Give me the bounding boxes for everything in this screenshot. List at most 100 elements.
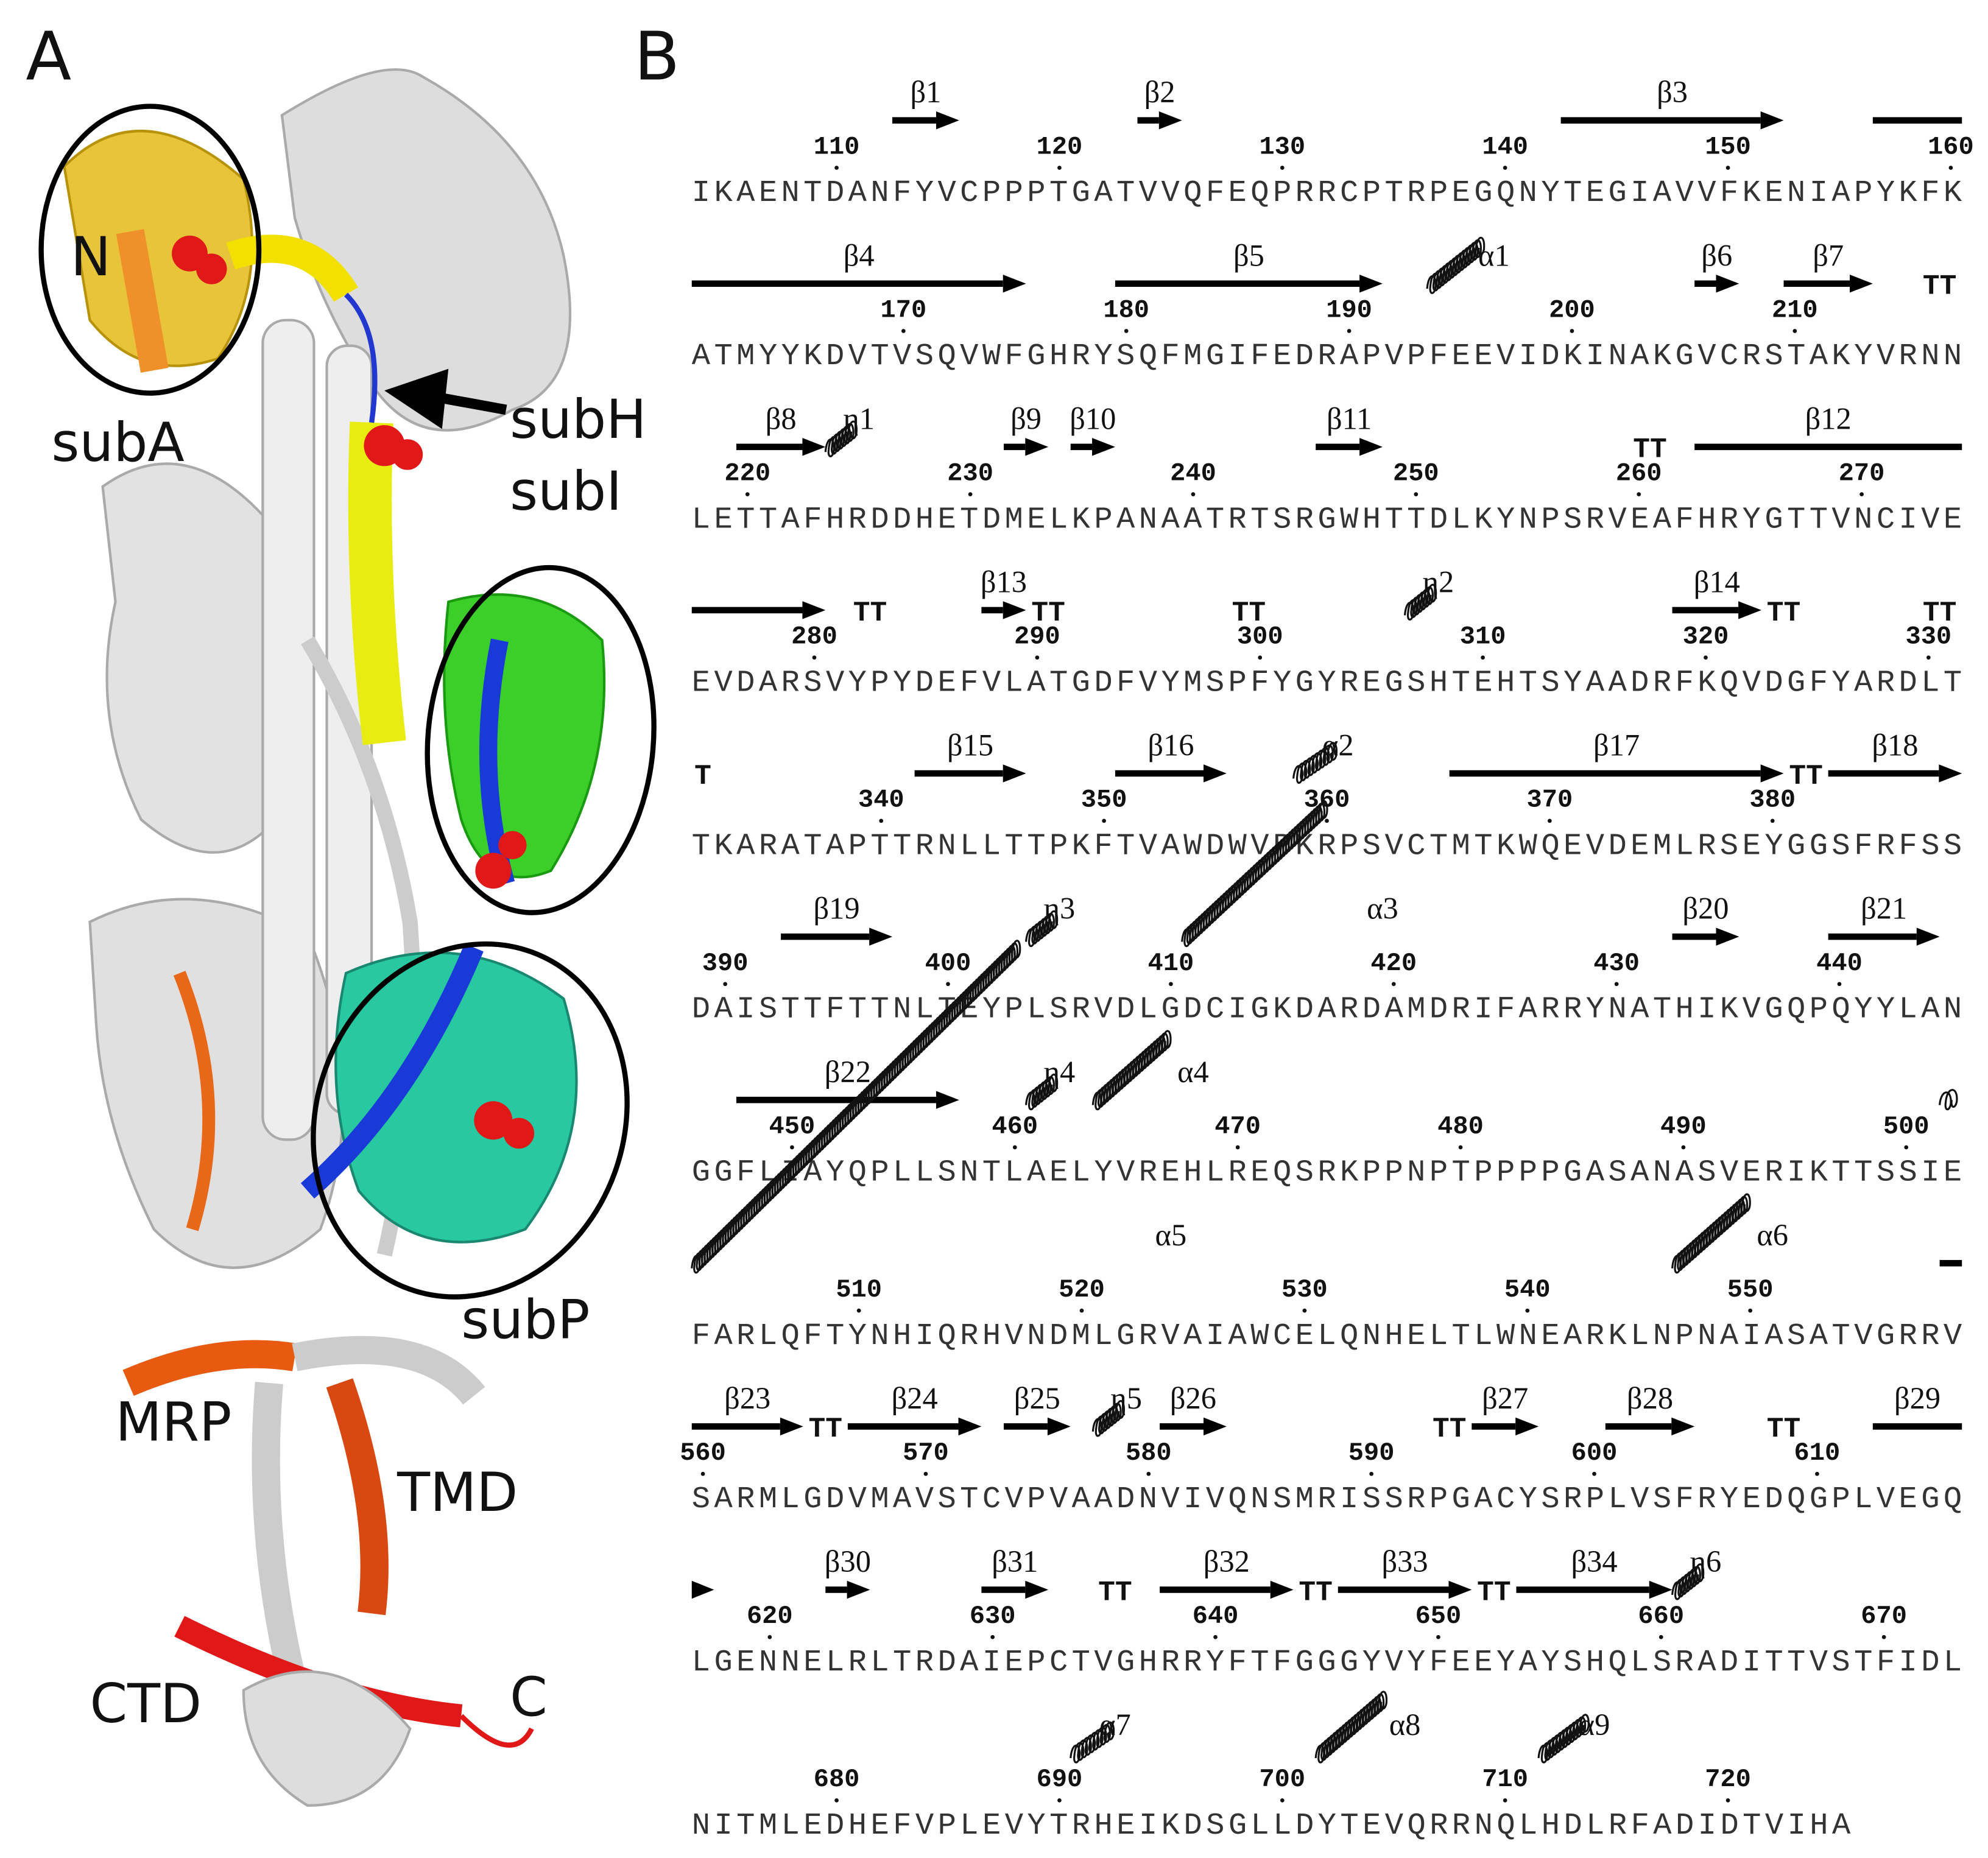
residue-number: 280: [791, 622, 837, 652]
tick-dot: [856, 1308, 861, 1313]
strand: [1672, 607, 1739, 614]
strand-head: [1671, 1417, 1695, 1436]
tick-dot: [1369, 1471, 1374, 1476]
element-label: β16: [1147, 728, 1194, 762]
tick-dot: [1012, 1145, 1017, 1150]
tick-dot: [1235, 1145, 1240, 1150]
element-label: β10: [1070, 401, 1116, 435]
tick-dot: [767, 1635, 772, 1639]
element-label: β27: [1482, 1381, 1528, 1415]
element-label: α8: [1389, 1708, 1421, 1742]
element-label: β22: [825, 1055, 871, 1089]
strand-head: [1448, 1580, 1472, 1599]
element-label: β5: [1233, 238, 1264, 272]
element-label: β6: [1701, 238, 1732, 272]
tick-dot: [901, 329, 906, 333]
residue-number: 510: [836, 1275, 882, 1304]
residue-number: 470: [1214, 1112, 1261, 1141]
strand: [781, 933, 870, 940]
strand: [1516, 1586, 1649, 1593]
tick-dot: [1725, 1798, 1730, 1803]
residue-number: 220: [724, 459, 770, 488]
strand-head: [958, 1417, 982, 1436]
strand-head: [1515, 1417, 1539, 1436]
tick-dot: [1057, 1798, 1062, 1803]
strand: [1672, 933, 1716, 940]
residue-number: 710: [1482, 1765, 1528, 1794]
residue-number: 270: [1839, 459, 1885, 488]
strand: [847, 1423, 959, 1430]
residue-number: 170: [880, 295, 926, 325]
strand: [1783, 280, 1850, 287]
strand: [914, 770, 1003, 777]
strand-head: [802, 438, 826, 456]
tick-dot: [700, 1471, 705, 1476]
element-label: α1: [1478, 238, 1510, 272]
element-label: β7: [1813, 238, 1844, 272]
strand: [1115, 770, 1204, 777]
tick-dot: [1881, 1635, 1886, 1639]
strand-head: [1158, 111, 1182, 130]
tick-dot: [1102, 818, 1106, 823]
sequence: SARMLGDVMAVSTCVPVAADNVIVQNSMRISSRPGACYSR…: [692, 1482, 1962, 1517]
subh-helix: [348, 421, 406, 745]
tick-dot: [723, 982, 728, 987]
residue-number: 190: [1326, 295, 1372, 325]
subp-ellipse: [311, 941, 630, 1300]
residue-number: 180: [1103, 295, 1149, 325]
tick-dot: [1079, 1308, 1084, 1313]
sphere: [475, 853, 512, 889]
residue-number: 410: [1148, 949, 1194, 978]
tick-dot: [1926, 655, 1931, 660]
residue-number: 680: [814, 1765, 860, 1794]
tick-dot: [968, 492, 973, 497]
element-label: β21: [1861, 892, 1907, 926]
helix: [326, 1378, 389, 1616]
tick-dot: [1637, 492, 1641, 497]
turn-label: TT: [1232, 597, 1266, 629]
strand-head: [1270, 1580, 1294, 1599]
element-label: β4: [844, 238, 875, 272]
tick-dot: [1302, 1308, 1307, 1313]
helix-ribbon: [261, 318, 315, 1141]
element-label: β12: [1805, 401, 1852, 435]
helix: [292, 1335, 485, 1405]
residue-number: 380: [1749, 786, 1796, 815]
structure-label: CTD: [90, 1672, 202, 1735]
subp-domain: [334, 951, 578, 1244]
tick-dot: [1280, 1798, 1285, 1803]
helix: [1939, 1089, 1958, 1111]
strand: [1449, 770, 1761, 777]
turn-label: TT: [1031, 597, 1065, 629]
helix: [1314, 1691, 1388, 1764]
element-label: β14: [1694, 565, 1740, 599]
element-label: α6: [1757, 1218, 1788, 1252]
element-label: α3: [1367, 892, 1398, 926]
residue-number: 150: [1705, 132, 1751, 161]
turn-label: TT: [1299, 1576, 1333, 1608]
helix: [226, 234, 358, 302]
strand: [479, 638, 515, 886]
structure-label: C: [510, 1666, 548, 1729]
tick-dot: [946, 982, 950, 987]
strand-head: [847, 1580, 870, 1599]
subi-ellipse: [425, 565, 657, 915]
strand: [1160, 1423, 1204, 1430]
tick-dot: [1815, 1471, 1819, 1476]
residue-number: 210: [1772, 295, 1818, 325]
residue-number: 200: [1549, 295, 1595, 325]
element-label: β26: [1170, 1381, 1216, 1415]
residue-number: 520: [1059, 1275, 1105, 1304]
residue-number: 310: [1460, 622, 1506, 652]
residue-number: 390: [702, 949, 749, 978]
tick-dot: [1904, 1145, 1909, 1150]
strand-head: [1939, 764, 1962, 783]
strand: [1694, 443, 1962, 451]
residue-number: 300: [1237, 622, 1283, 652]
residue-number: 660: [1638, 1602, 1684, 1631]
sphere: [196, 253, 227, 284]
element-label: β11: [1327, 401, 1372, 435]
helix: [1181, 800, 1328, 948]
strand: [1872, 117, 1962, 124]
